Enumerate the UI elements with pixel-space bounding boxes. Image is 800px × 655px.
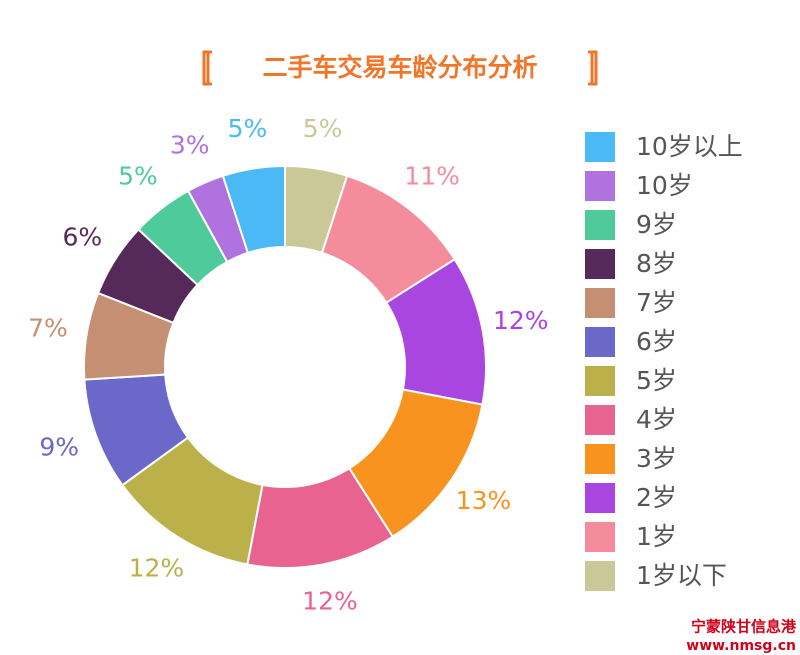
legend-label: 3岁	[636, 444, 677, 473]
legend-label: 7岁	[636, 288, 677, 317]
data-label: 12%	[302, 587, 358, 616]
legend-swatch	[585, 522, 615, 552]
data-label: 5%	[118, 161, 158, 190]
legend-swatch	[585, 444, 615, 474]
legend-swatch	[585, 249, 615, 279]
chart-title: 二手车交易车龄分布分析	[262, 53, 537, 82]
legend-swatch	[585, 327, 615, 357]
legend-swatch	[585, 405, 615, 435]
legend-label: 1岁	[636, 522, 677, 551]
data-label: 7%	[28, 313, 68, 342]
data-label: 12%	[129, 554, 185, 583]
legend-label: 4岁	[636, 405, 677, 434]
legend-swatch	[585, 561, 615, 591]
legend-label: 10岁	[636, 171, 693, 200]
legend-label: 10岁以上	[636, 132, 743, 161]
title-bracket	[202, 50, 212, 86]
legend-label: 9岁	[636, 210, 677, 239]
data-label: 6%	[63, 222, 103, 251]
data-label: 11%	[404, 161, 460, 190]
legend-swatch	[585, 483, 615, 513]
title-bracket	[588, 50, 598, 86]
data-label: 5%	[303, 114, 343, 143]
legend-swatch	[585, 132, 615, 162]
legend-swatch	[585, 366, 615, 396]
legend-label: 2岁	[636, 483, 677, 512]
data-label: 5%	[228, 114, 268, 143]
data-label: 9%	[39, 432, 79, 461]
legend-label: 1岁以下	[636, 561, 727, 590]
legend-swatch	[585, 210, 615, 240]
legend-swatch	[585, 171, 615, 201]
legend-label: 6岁	[636, 327, 677, 356]
data-label: 12%	[493, 306, 549, 335]
donut-slice	[221, 164, 286, 255]
data-label: 3%	[170, 131, 210, 160]
legend-swatch	[585, 288, 615, 318]
data-label: 13%	[456, 486, 512, 515]
legend-label: 8岁	[636, 249, 677, 278]
legend-label: 5岁	[636, 366, 677, 395]
watermark: www.nmsg.cn	[686, 638, 796, 654]
watermark: 宁蒙陕甘信息港	[691, 618, 797, 636]
